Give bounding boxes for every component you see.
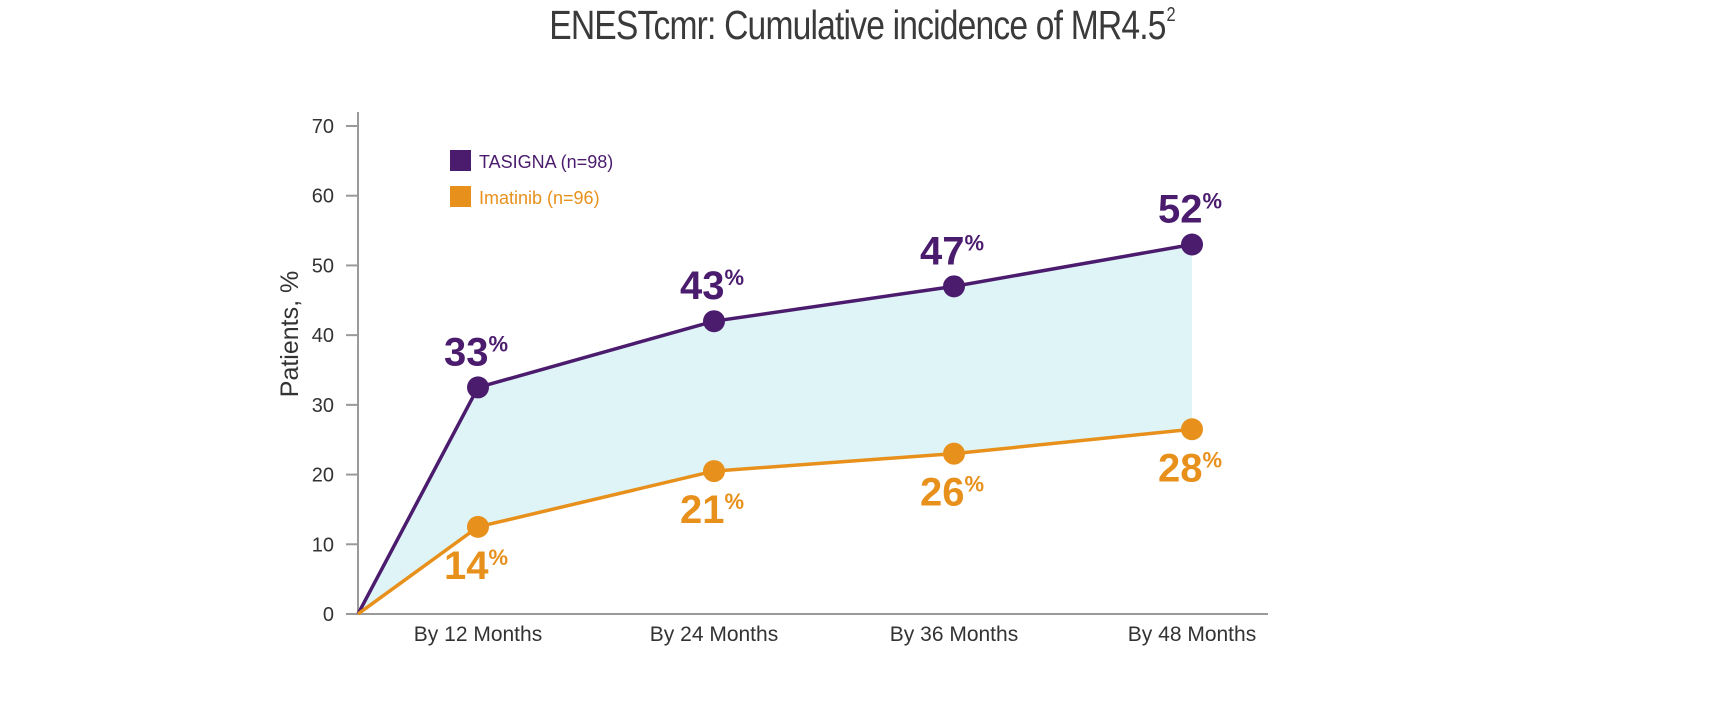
y-tick-label: 10 bbox=[312, 534, 334, 556]
area-between-series bbox=[358, 244, 1192, 614]
imatinib-point bbox=[467, 515, 489, 538]
imatinib-point bbox=[943, 442, 965, 465]
title-superscript: 2 bbox=[1166, 4, 1175, 26]
x-tick-label: By 12 Months bbox=[414, 623, 542, 646]
tasigna-point bbox=[467, 376, 489, 399]
imatinib-data-label: 21% bbox=[680, 488, 744, 532]
tasigna-point bbox=[1181, 233, 1203, 256]
chart-title: ENESTcmr: Cumulative incidence of MR4.52 bbox=[549, 2, 1175, 48]
tasigna-data-label: 33% bbox=[444, 330, 508, 374]
tasigna-data-label: 52% bbox=[1158, 188, 1222, 232]
x-tick-label: By 24 Months bbox=[650, 623, 778, 646]
tasigna-point bbox=[943, 275, 965, 298]
imatinib-data-label: 26% bbox=[920, 471, 984, 515]
imatinib-data-label: 28% bbox=[1158, 446, 1222, 490]
y-tick-label: 0 bbox=[323, 604, 334, 626]
imatinib-point bbox=[703, 460, 725, 483]
y-tick-label: 70 bbox=[312, 116, 334, 138]
tasigna-point bbox=[703, 310, 725, 333]
imatinib-legend-label: Imatinib (n=96) bbox=[479, 188, 600, 208]
y-tick-label: 60 bbox=[312, 186, 334, 208]
imatinib-legend-swatch bbox=[450, 186, 471, 207]
y-tick-label: 40 bbox=[312, 325, 334, 347]
tasigna-data-label: 43% bbox=[680, 264, 744, 308]
imatinib-point bbox=[1181, 418, 1203, 441]
x-tick-label: By 36 Months bbox=[890, 623, 1018, 646]
tasigna-legend-label: TASIGNA (n=98) bbox=[479, 152, 613, 172]
tasigna-legend-swatch bbox=[450, 150, 471, 171]
y-tick-label: 50 bbox=[312, 255, 334, 277]
tasigna-data-label: 47% bbox=[920, 229, 984, 273]
y-tick-label: 20 bbox=[312, 465, 334, 487]
y-tick-label: 30 bbox=[312, 395, 334, 417]
imatinib-data-label: 14% bbox=[444, 544, 508, 588]
x-tick-label: By 48 Months bbox=[1128, 623, 1256, 646]
y-axis-title: Patients, % bbox=[276, 271, 304, 397]
